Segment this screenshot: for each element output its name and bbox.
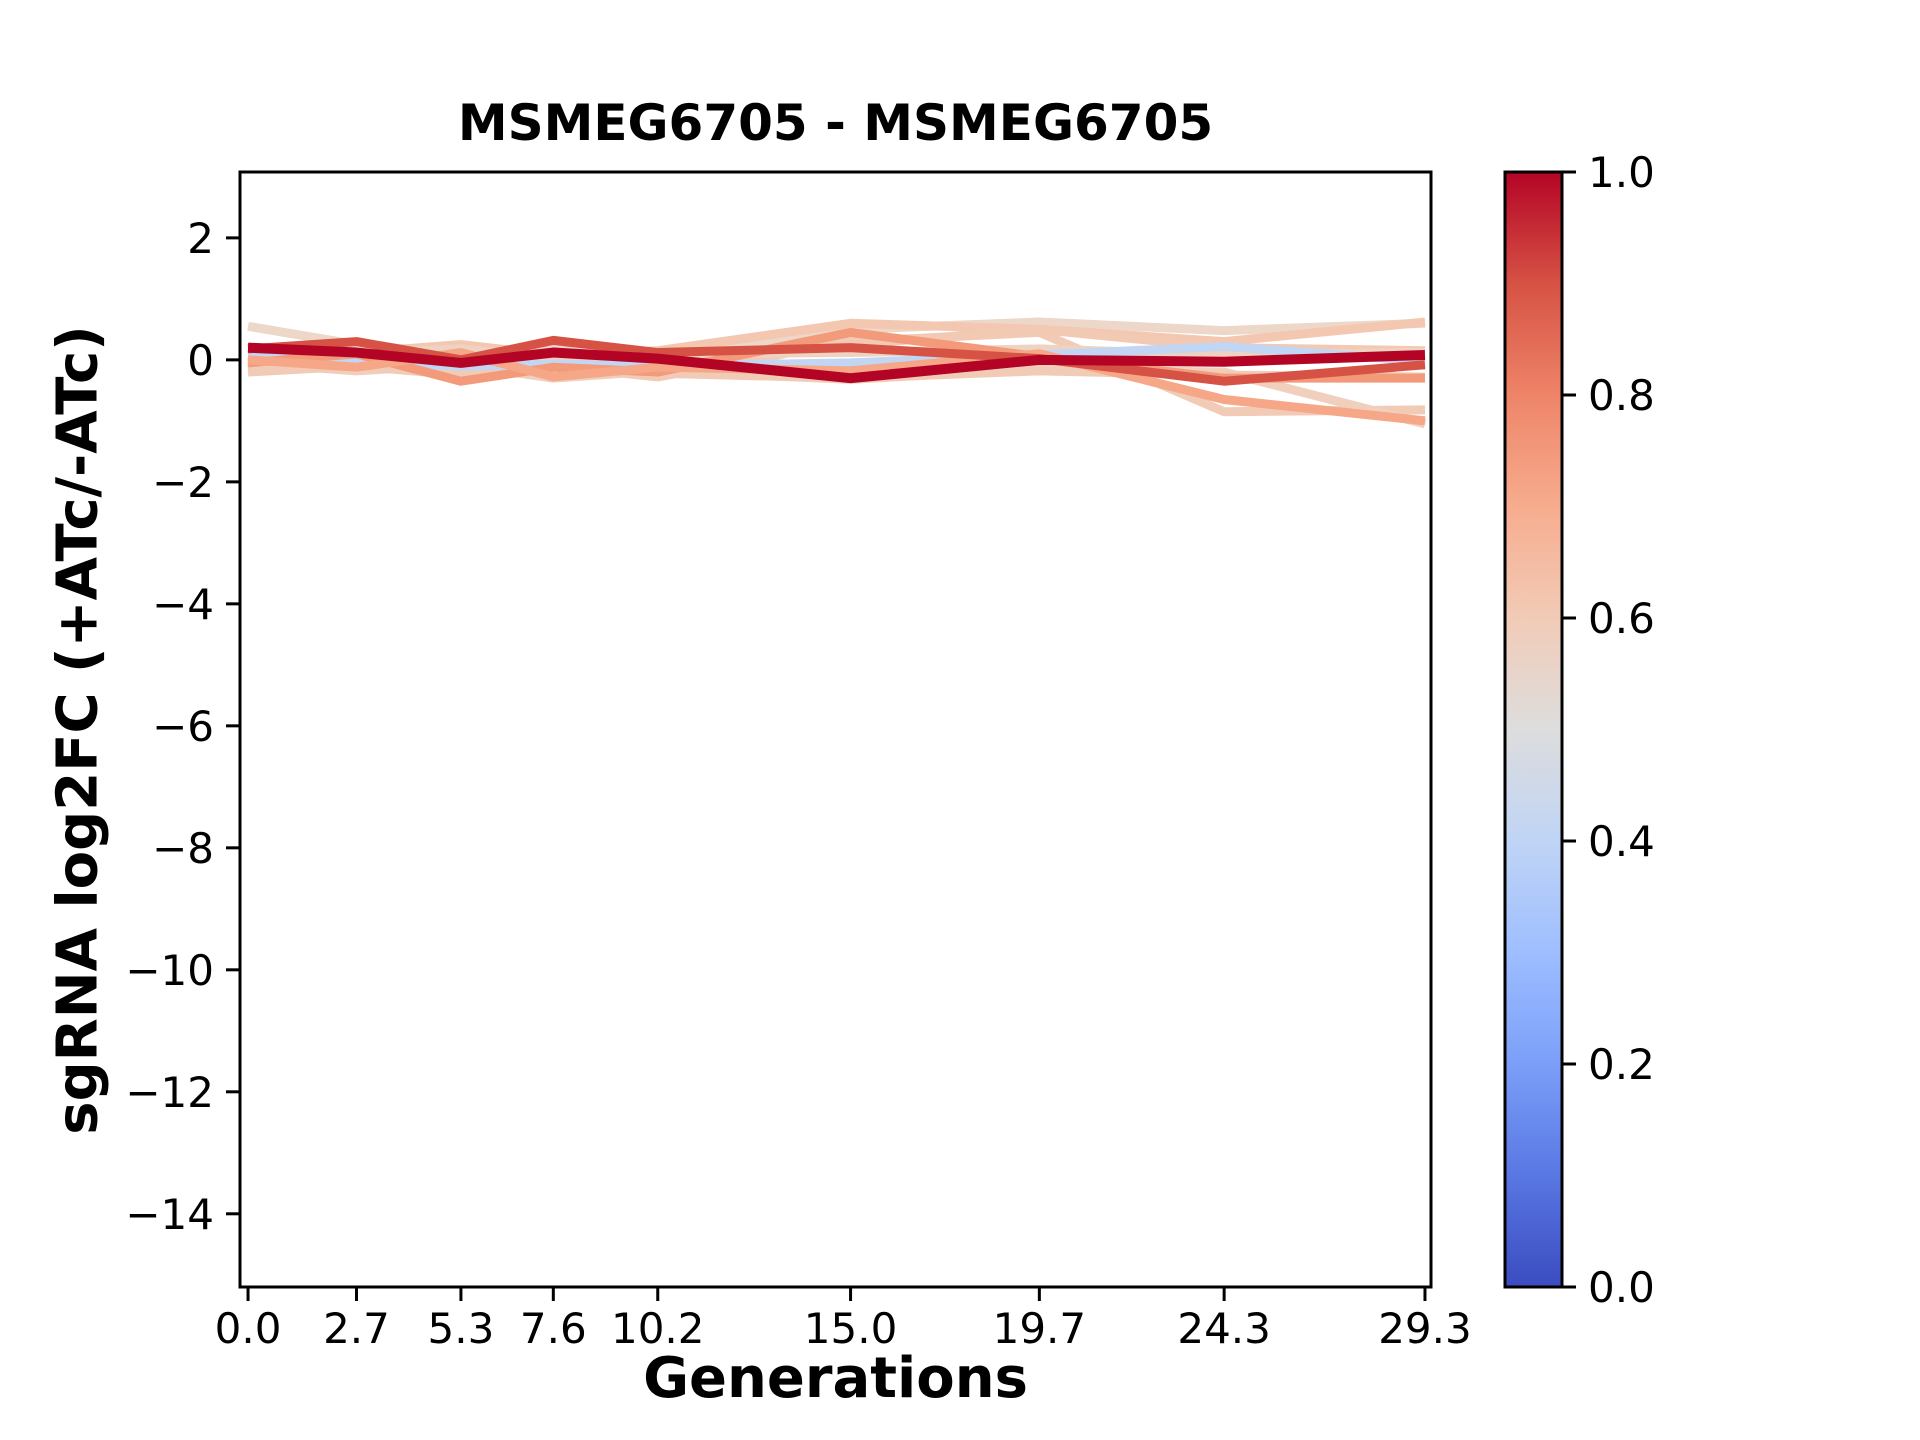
x-tick-label: 19.7 xyxy=(993,1304,1087,1353)
y-tick-label: −6 xyxy=(152,702,214,751)
y-tick-label: −2 xyxy=(152,458,214,507)
y-axis-ticks: 2 0 −2 −4 −6 −8 −10 −12 −14 xyxy=(125,214,240,1239)
y-tick-label: −14 xyxy=(125,1190,214,1239)
colorbar-tick-label: 0.8 xyxy=(1588,371,1655,420)
colorbar-tick-label: 0.4 xyxy=(1588,817,1655,866)
y-tick-label: −4 xyxy=(152,580,214,629)
colorbar-tick-label: 0.0 xyxy=(1588,1263,1655,1312)
x-tick-label: 15.0 xyxy=(804,1304,898,1353)
colorbar-tick-label: 0.2 xyxy=(1588,1040,1655,1089)
y-tick-label: −8 xyxy=(152,824,214,873)
x-tick-label: 24.3 xyxy=(1177,1304,1271,1353)
x-tick-label: 5.3 xyxy=(428,1304,495,1353)
x-axis-ticks: 0.0 2.7 5.3 7.6 10.2 15.0 19.7 24.3 29.3 xyxy=(215,1287,1472,1353)
series-line-12 xyxy=(247,342,1426,384)
chart-title: MSMEG6705 - MSMEG6705 xyxy=(457,94,1214,152)
colorbar-tick-label: 0.6 xyxy=(1588,594,1655,643)
colorbar-ticks: 0.0 0.2 0.4 0.6 0.8 1.0 xyxy=(1562,148,1655,1312)
colorbar xyxy=(1503,170,1564,1289)
colorbar-tick-label: 1.0 xyxy=(1588,148,1655,197)
y-tick-label: 0 xyxy=(187,336,214,385)
x-tick-label: 0.0 xyxy=(215,1304,282,1353)
y-tick-label: 2 xyxy=(187,214,214,263)
y-tick-label: −10 xyxy=(125,946,214,995)
plot-border xyxy=(238,170,1433,1289)
x-tick-label: 29.3 xyxy=(1378,1304,1472,1353)
series-line-10 xyxy=(247,348,1426,426)
x-tick-label: 2.7 xyxy=(323,1304,390,1353)
x-tick-label: 10.2 xyxy=(611,1304,705,1353)
x-tick-label: 7.6 xyxy=(520,1304,587,1353)
y-tick-label: −12 xyxy=(125,1068,214,1117)
x-axis-label: Generations xyxy=(643,1346,1028,1411)
series-lines xyxy=(247,317,1427,429)
series-line-11 xyxy=(247,335,1426,386)
